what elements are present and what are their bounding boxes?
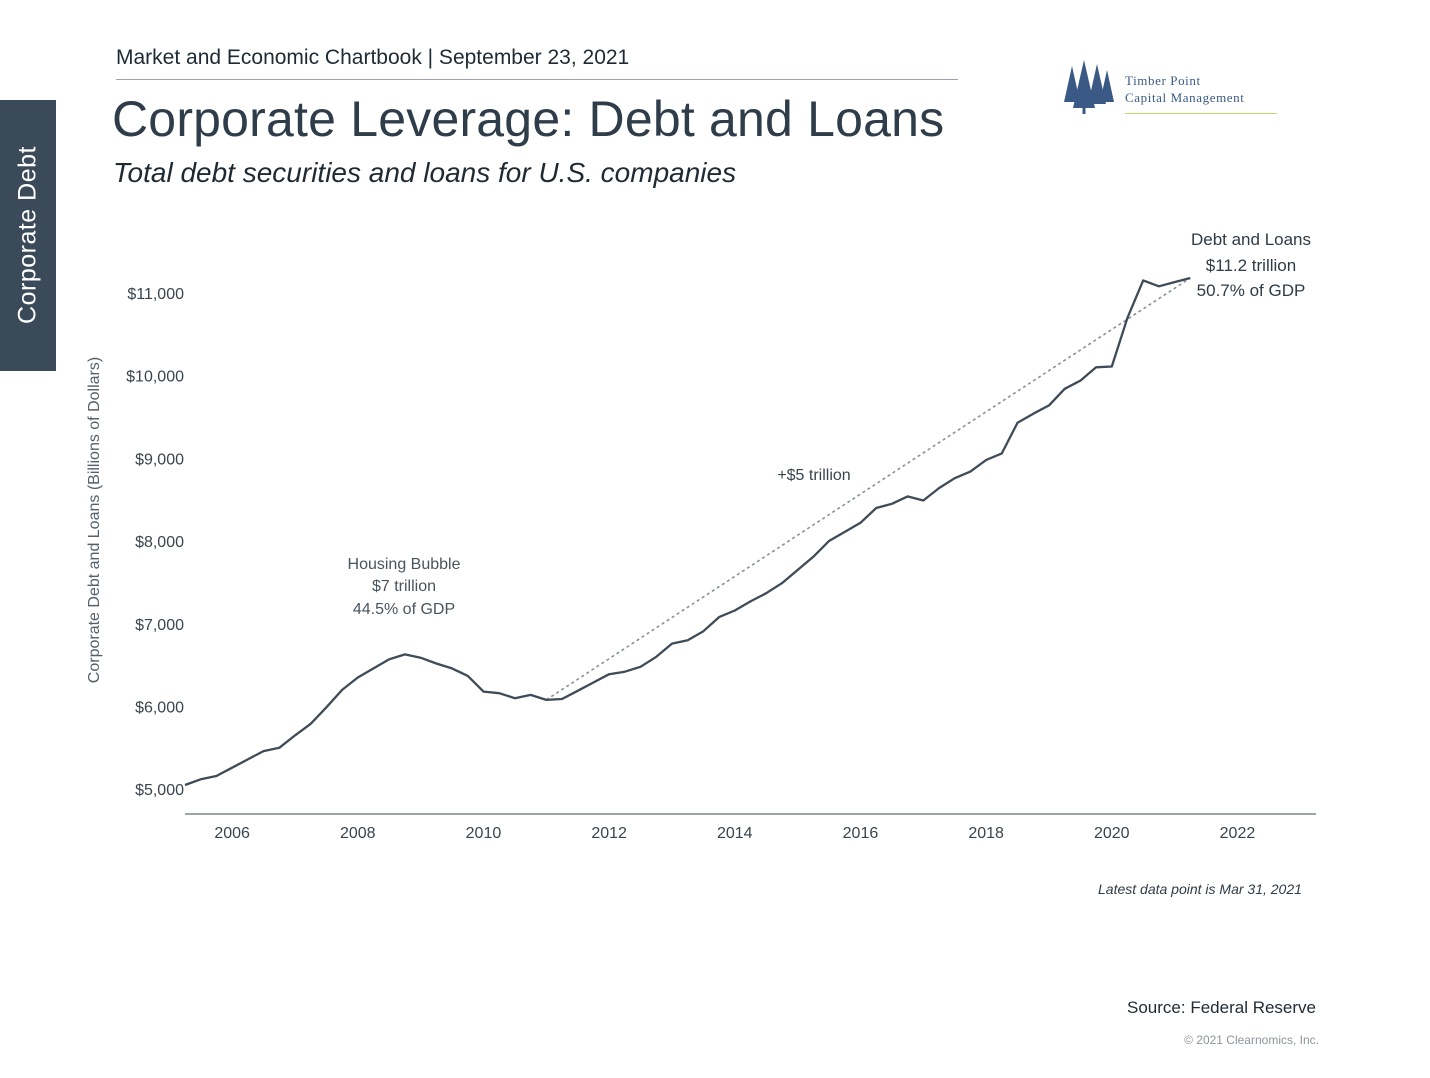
annotation-housing-line-2: $7 trillion bbox=[372, 578, 436, 595]
y-axis-label: Corporate Debt and Loans (Billions of Do… bbox=[86, 357, 103, 683]
logo-line-2: Capital Management bbox=[1125, 90, 1245, 105]
header-divider bbox=[116, 79, 958, 80]
annotation-latest: Debt and Loans $11.2 trillion 50.7% of G… bbox=[1191, 230, 1311, 300]
x-tick-label: 2018 bbox=[968, 825, 1004, 842]
y-axis: $5,000 $6,000 $7,000 $8,000 $9,000 $10,000 $11… bbox=[126, 286, 184, 799]
chartbook-line: Market and Economic Chartbook | Septembe… bbox=[116, 46, 630, 69]
x-tick-label: 2008 bbox=[340, 825, 376, 842]
y-tick-label: $10,000 bbox=[126, 369, 184, 386]
x-tick-label: 2014 bbox=[717, 825, 753, 842]
latest-data-note: Latest data point is Mar 31, 2021 bbox=[1098, 881, 1302, 897]
y-tick-label: $9,000 bbox=[135, 451, 184, 468]
y-tick-label: $11,000 bbox=[127, 286, 184, 303]
series-line-debt-and-loans bbox=[184, 276, 1191, 787]
trend-label: +$5 trillion bbox=[777, 467, 850, 484]
annotation-latest-line-2: $11.2 trillion bbox=[1206, 256, 1296, 275]
x-tick-label: 2012 bbox=[591, 825, 627, 842]
logo-underline bbox=[1125, 113, 1277, 114]
x-tick-label: 2006 bbox=[214, 825, 250, 842]
annotation-housing-line-1: Housing Bubble bbox=[348, 556, 461, 573]
x-tick-label: 2016 bbox=[843, 825, 879, 842]
y-tick-label: $6,000 bbox=[135, 699, 184, 716]
annotation-housing-line-3: 44.5% of GDP bbox=[353, 601, 455, 618]
y-tick-label: $7,000 bbox=[135, 617, 184, 634]
copyright: © 2021 Clearnomics, Inc. bbox=[1184, 1033, 1319, 1047]
x-tick-label: 2020 bbox=[1094, 825, 1130, 842]
y-tick-label: $8,000 bbox=[135, 534, 184, 551]
page-subtitle: Total debt securities and loans for U.S.… bbox=[113, 157, 737, 188]
company-logo-text: Timber Point Capital Management bbox=[1125, 72, 1244, 106]
source-note: Source: Federal Reserve bbox=[1127, 998, 1316, 1017]
annotation-latest-line-1: Debt and Loans bbox=[1191, 230, 1311, 249]
y-tick-label: $5,000 bbox=[135, 782, 184, 799]
page-title: Corporate Leverage: Debt and Loans bbox=[112, 91, 945, 147]
x-axis: 2006 2008 2010 2012 2014 2016 2018 2020 2022 bbox=[214, 825, 1255, 842]
annotation-housing-bubble: Housing Bubble $7 trillion 44.5% of GDP bbox=[348, 556, 461, 618]
x-tick-label: 2022 bbox=[1220, 825, 1256, 842]
x-tick-label: 2010 bbox=[466, 825, 502, 842]
logo-line-1: Timber Point bbox=[1125, 73, 1201, 88]
side-tab: Corporate Debt bbox=[0, 100, 56, 371]
annotation-latest-line-3: 50.7% of GDP bbox=[1197, 281, 1306, 300]
trend-line bbox=[545, 277, 1191, 701]
pine-trees-icon bbox=[1064, 60, 1114, 114]
